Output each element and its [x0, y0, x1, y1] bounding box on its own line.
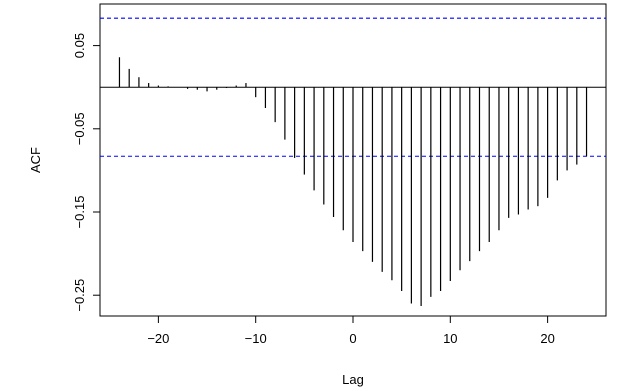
- y-tick-label: 0.05: [72, 33, 87, 58]
- y-tick-label: −0.05: [72, 112, 87, 145]
- x-tick-label: 20: [540, 331, 554, 346]
- x-axis: −20 −10 0 10 20: [147, 316, 555, 346]
- y-tick-label: −0.15: [72, 196, 87, 229]
- y-axis: 0.05 −0.05 −0.15 −0.25: [72, 33, 100, 312]
- acf-bars: [118, 57, 588, 307]
- x-tick-label: 0: [349, 331, 356, 346]
- y-axis-label: ACF: [28, 147, 43, 173]
- x-tick-label: −20: [147, 331, 169, 346]
- x-tick-label: −10: [245, 331, 267, 346]
- y-tick-label: −0.25: [72, 279, 87, 312]
- x-tick-label: 10: [443, 331, 457, 346]
- x-axis-label: Lag: [342, 372, 364, 387]
